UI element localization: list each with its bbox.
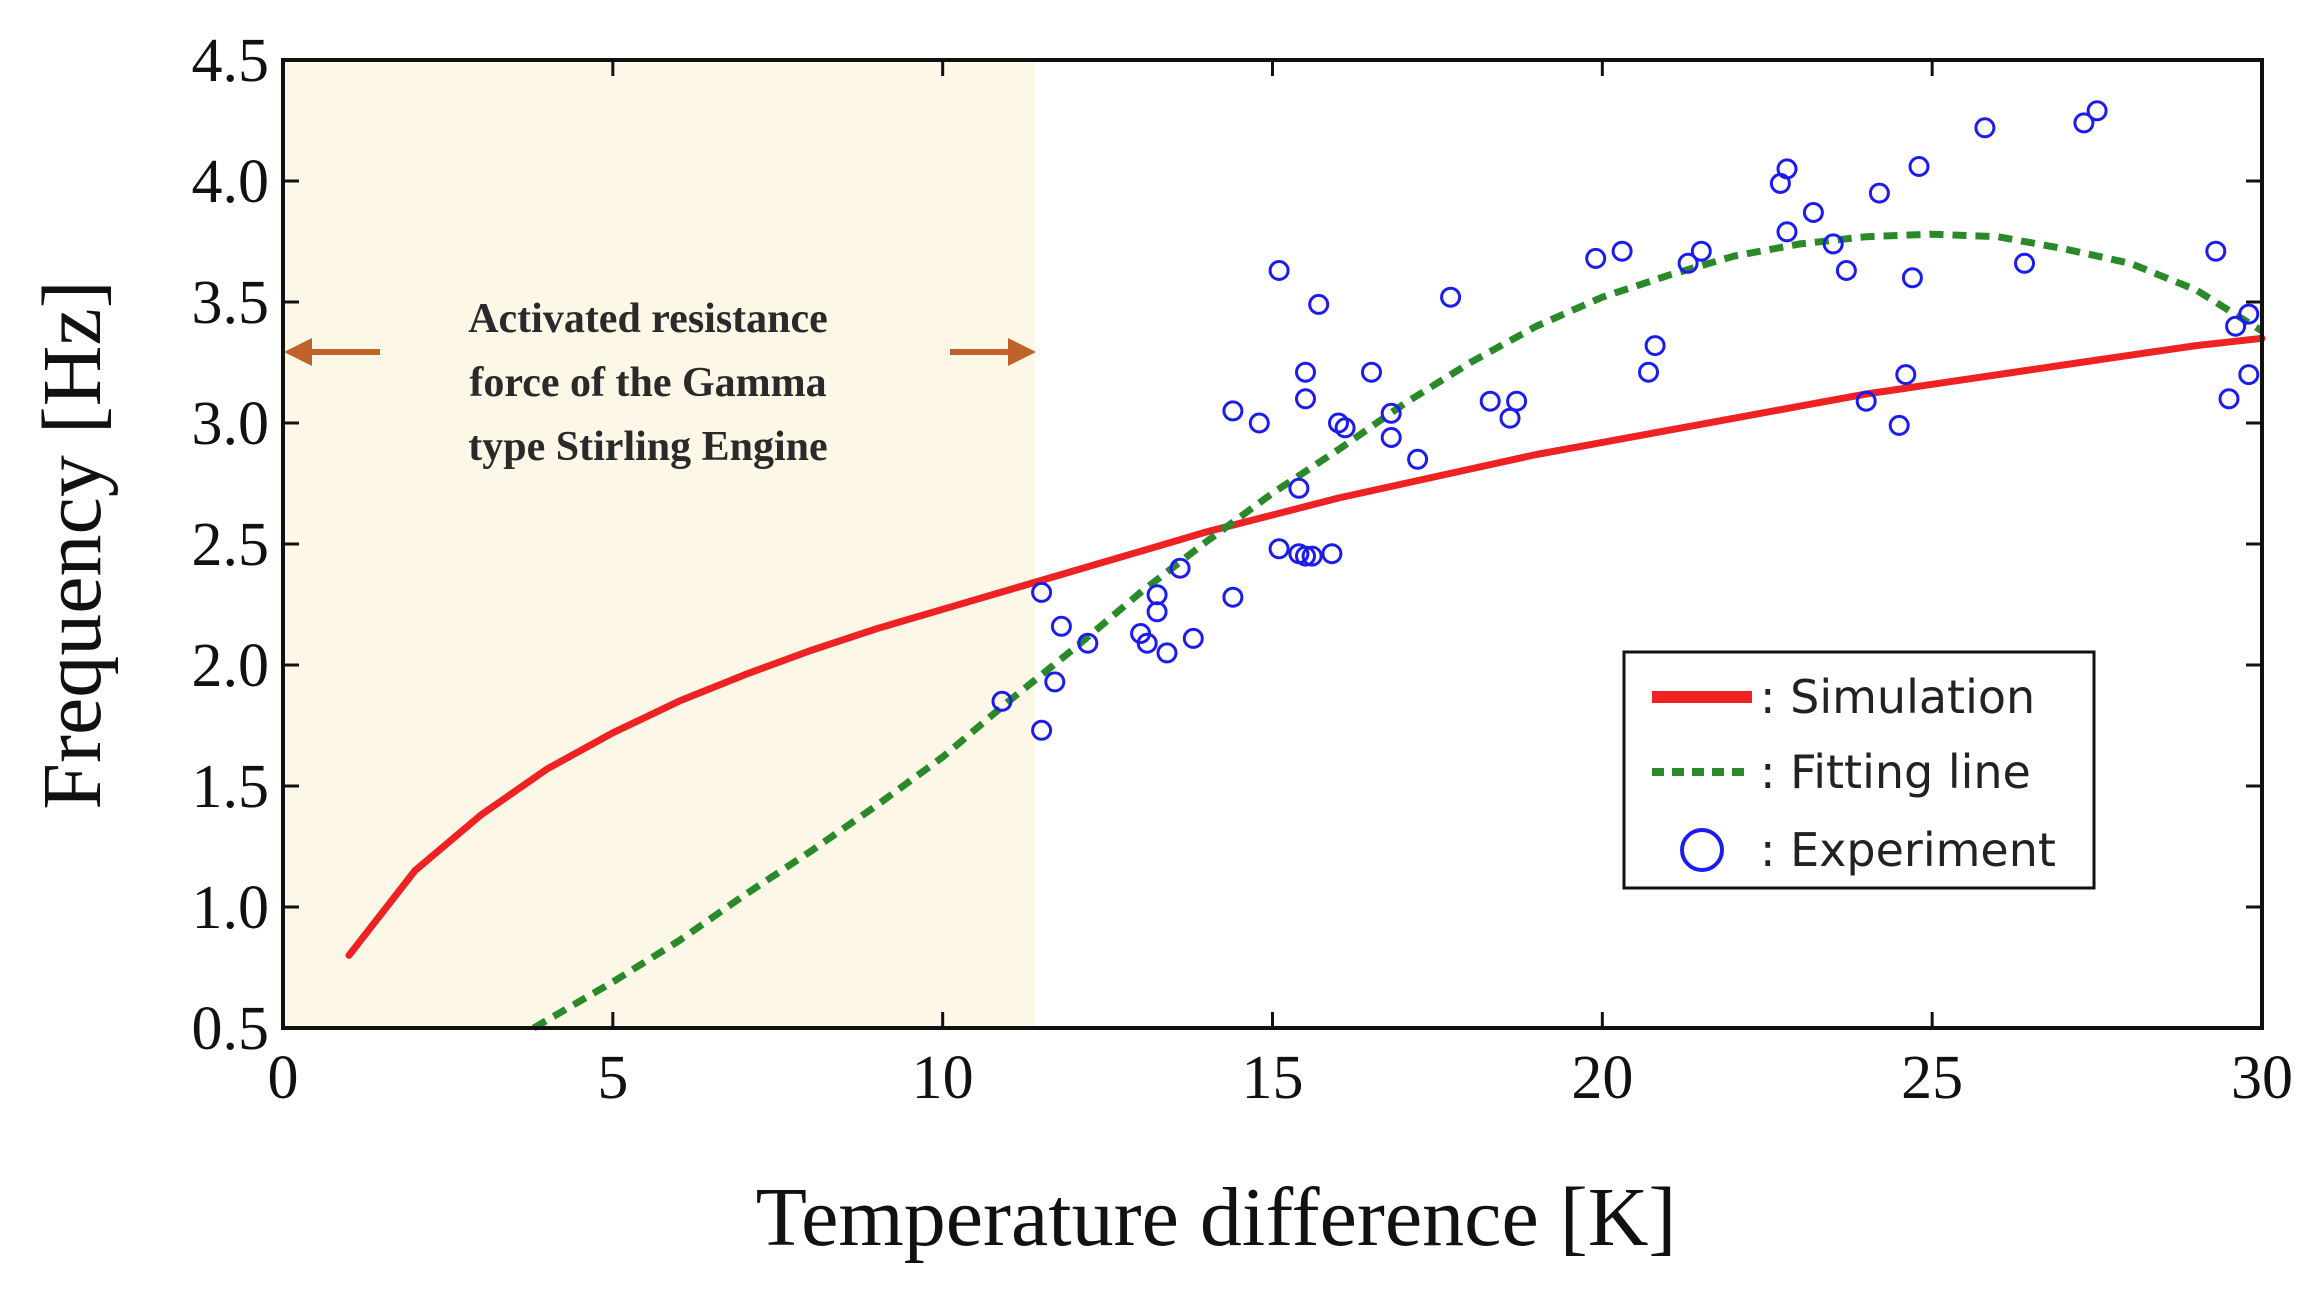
x-tick-label: 20	[1571, 1044, 1633, 1112]
experiment-point	[1301, 545, 1323, 567]
experiment-point	[1380, 402, 1402, 424]
experiment-point	[1499, 407, 1521, 429]
experiment-point	[1776, 158, 1798, 180]
experiment-point	[1974, 117, 1996, 139]
experiment-point	[1611, 240, 1633, 262]
experiment-point	[1638, 361, 1659, 383]
experiment-point	[1031, 719, 1053, 741]
experiment-point	[1222, 586, 1244, 608]
y-tick-labels: 0.5 1.0 1.5 2.0 2.5 3.0 3.5 4.0 4.5	[192, 27, 270, 1063]
experiment-point	[1585, 247, 1607, 269]
experiment-point	[2218, 388, 2240, 410]
x-tick-label: 0	[268, 1044, 299, 1112]
experiment-point	[2225, 315, 2247, 337]
experiment-point	[1288, 477, 1310, 499]
experiment-point	[1146, 601, 1168, 623]
left-arrow-icon	[284, 338, 380, 366]
experiment-point	[991, 690, 1013, 712]
fitting-series	[531, 230, 2264, 1032]
x-tick-label: 30	[2231, 1044, 2293, 1112]
experiment-point	[2014, 252, 2035, 274]
experiment-point	[1440, 286, 1462, 308]
experiment-point	[2238, 364, 2260, 386]
annotation-line-2: force of the Gamma	[469, 360, 826, 406]
experiment-point	[1334, 417, 1356, 439]
experiment-point	[1479, 390, 1501, 412]
experiment-point	[1776, 221, 1798, 243]
experiment-point	[1888, 414, 1910, 436]
experiment-point	[1169, 557, 1191, 579]
y-tick-label: 4.0	[192, 148, 270, 216]
experiment-series	[991, 100, 2260, 741]
experiment-point	[1031, 581, 1053, 603]
experiment-point	[1308, 293, 1330, 315]
experiment-point	[1506, 390, 1528, 412]
experiment-point	[1895, 364, 1917, 386]
experiment-point	[1802, 202, 1824, 223]
experiment-point	[1136, 632, 1158, 654]
legend: : Simulation : Fitting line : Experiment	[1622, 650, 2096, 890]
experiment-point	[2205, 240, 2227, 262]
x-tick-label: 15	[1242, 1044, 1304, 1112]
experiment-point	[1855, 390, 1877, 412]
experiment-point	[1835, 260, 1857, 281]
experiment-point	[2086, 100, 2108, 122]
experiment-point	[1295, 545, 1316, 567]
experiment-point	[1050, 615, 1072, 637]
annotation-line-3: type Stirling Engine	[468, 424, 827, 470]
x-tick-label: 5	[597, 1044, 628, 1112]
y-tick-label: 0.5	[192, 995, 270, 1063]
x-tick-label: 10	[912, 1044, 974, 1112]
y-tick-label: 3.0	[192, 390, 270, 458]
experiment-point	[1901, 267, 1923, 289]
experiment-point	[1690, 240, 1712, 262]
tick-marks	[281, 58, 2264, 1030]
experiment-point	[1295, 388, 1316, 410]
experiment-point	[1407, 448, 1429, 470]
experiment-point	[1321, 543, 1343, 565]
experiment-point	[1077, 632, 1099, 654]
experiment-point	[1822, 233, 1844, 255]
experiment-point	[2238, 303, 2260, 325]
experiment-point	[1248, 412, 1270, 434]
experiment-point	[1268, 538, 1290, 560]
experiment-point	[2073, 112, 2095, 134]
experiment-point	[1182, 627, 1204, 649]
experiment-point	[1677, 252, 1699, 274]
legend-experiment-swatch	[1680, 828, 1724, 872]
right-arrow-icon	[950, 338, 1036, 366]
y-tick-label: 2.0	[192, 632, 270, 700]
y-tick-label: 1.0	[192, 874, 270, 942]
fitting-line	[531, 230, 2264, 1032]
y-tick-label: 3.5	[192, 269, 270, 337]
simulation-line	[345, 334, 2266, 959]
y-tick-label: 4.5	[192, 27, 270, 95]
experiment-point	[1868, 182, 1890, 204]
y-tick-label: 1.5	[192, 753, 270, 821]
experiment-point	[1222, 400, 1244, 422]
annotation-line-1: Activated resistance	[468, 296, 828, 342]
y-tick-label: 2.5	[192, 511, 270, 579]
experiment-point	[1908, 156, 1930, 177]
experiment-point	[1295, 361, 1316, 383]
x-tick-label: 25	[1901, 1044, 1963, 1112]
experiment-point	[1156, 642, 1178, 664]
experiment-point	[1361, 361, 1382, 383]
simulation-series	[345, 334, 2266, 959]
experiment-point	[1644, 335, 1666, 357]
x-tick-labels: 0 5 10 15 20 25 30	[268, 1044, 2294, 1112]
y-axis-title: Frequency [Hz]	[26, 280, 119, 809]
experiment-point	[1380, 427, 1402, 448]
legend-simulation-label: : Simulation	[1760, 670, 2035, 724]
annotation: Activated resistance force of the Gamma …	[284, 296, 1036, 470]
legend-fitting-label: : Fitting line	[1760, 745, 2031, 799]
experiment-point	[1146, 584, 1168, 606]
experiment-point	[1044, 671, 1066, 693]
activated-resistance-region	[283, 60, 1036, 1028]
experiment-point	[1268, 260, 1290, 281]
legend-experiment-label: : Experiment	[1760, 823, 2056, 877]
x-axis-title: Temperature difference [K]	[756, 1171, 1677, 1264]
